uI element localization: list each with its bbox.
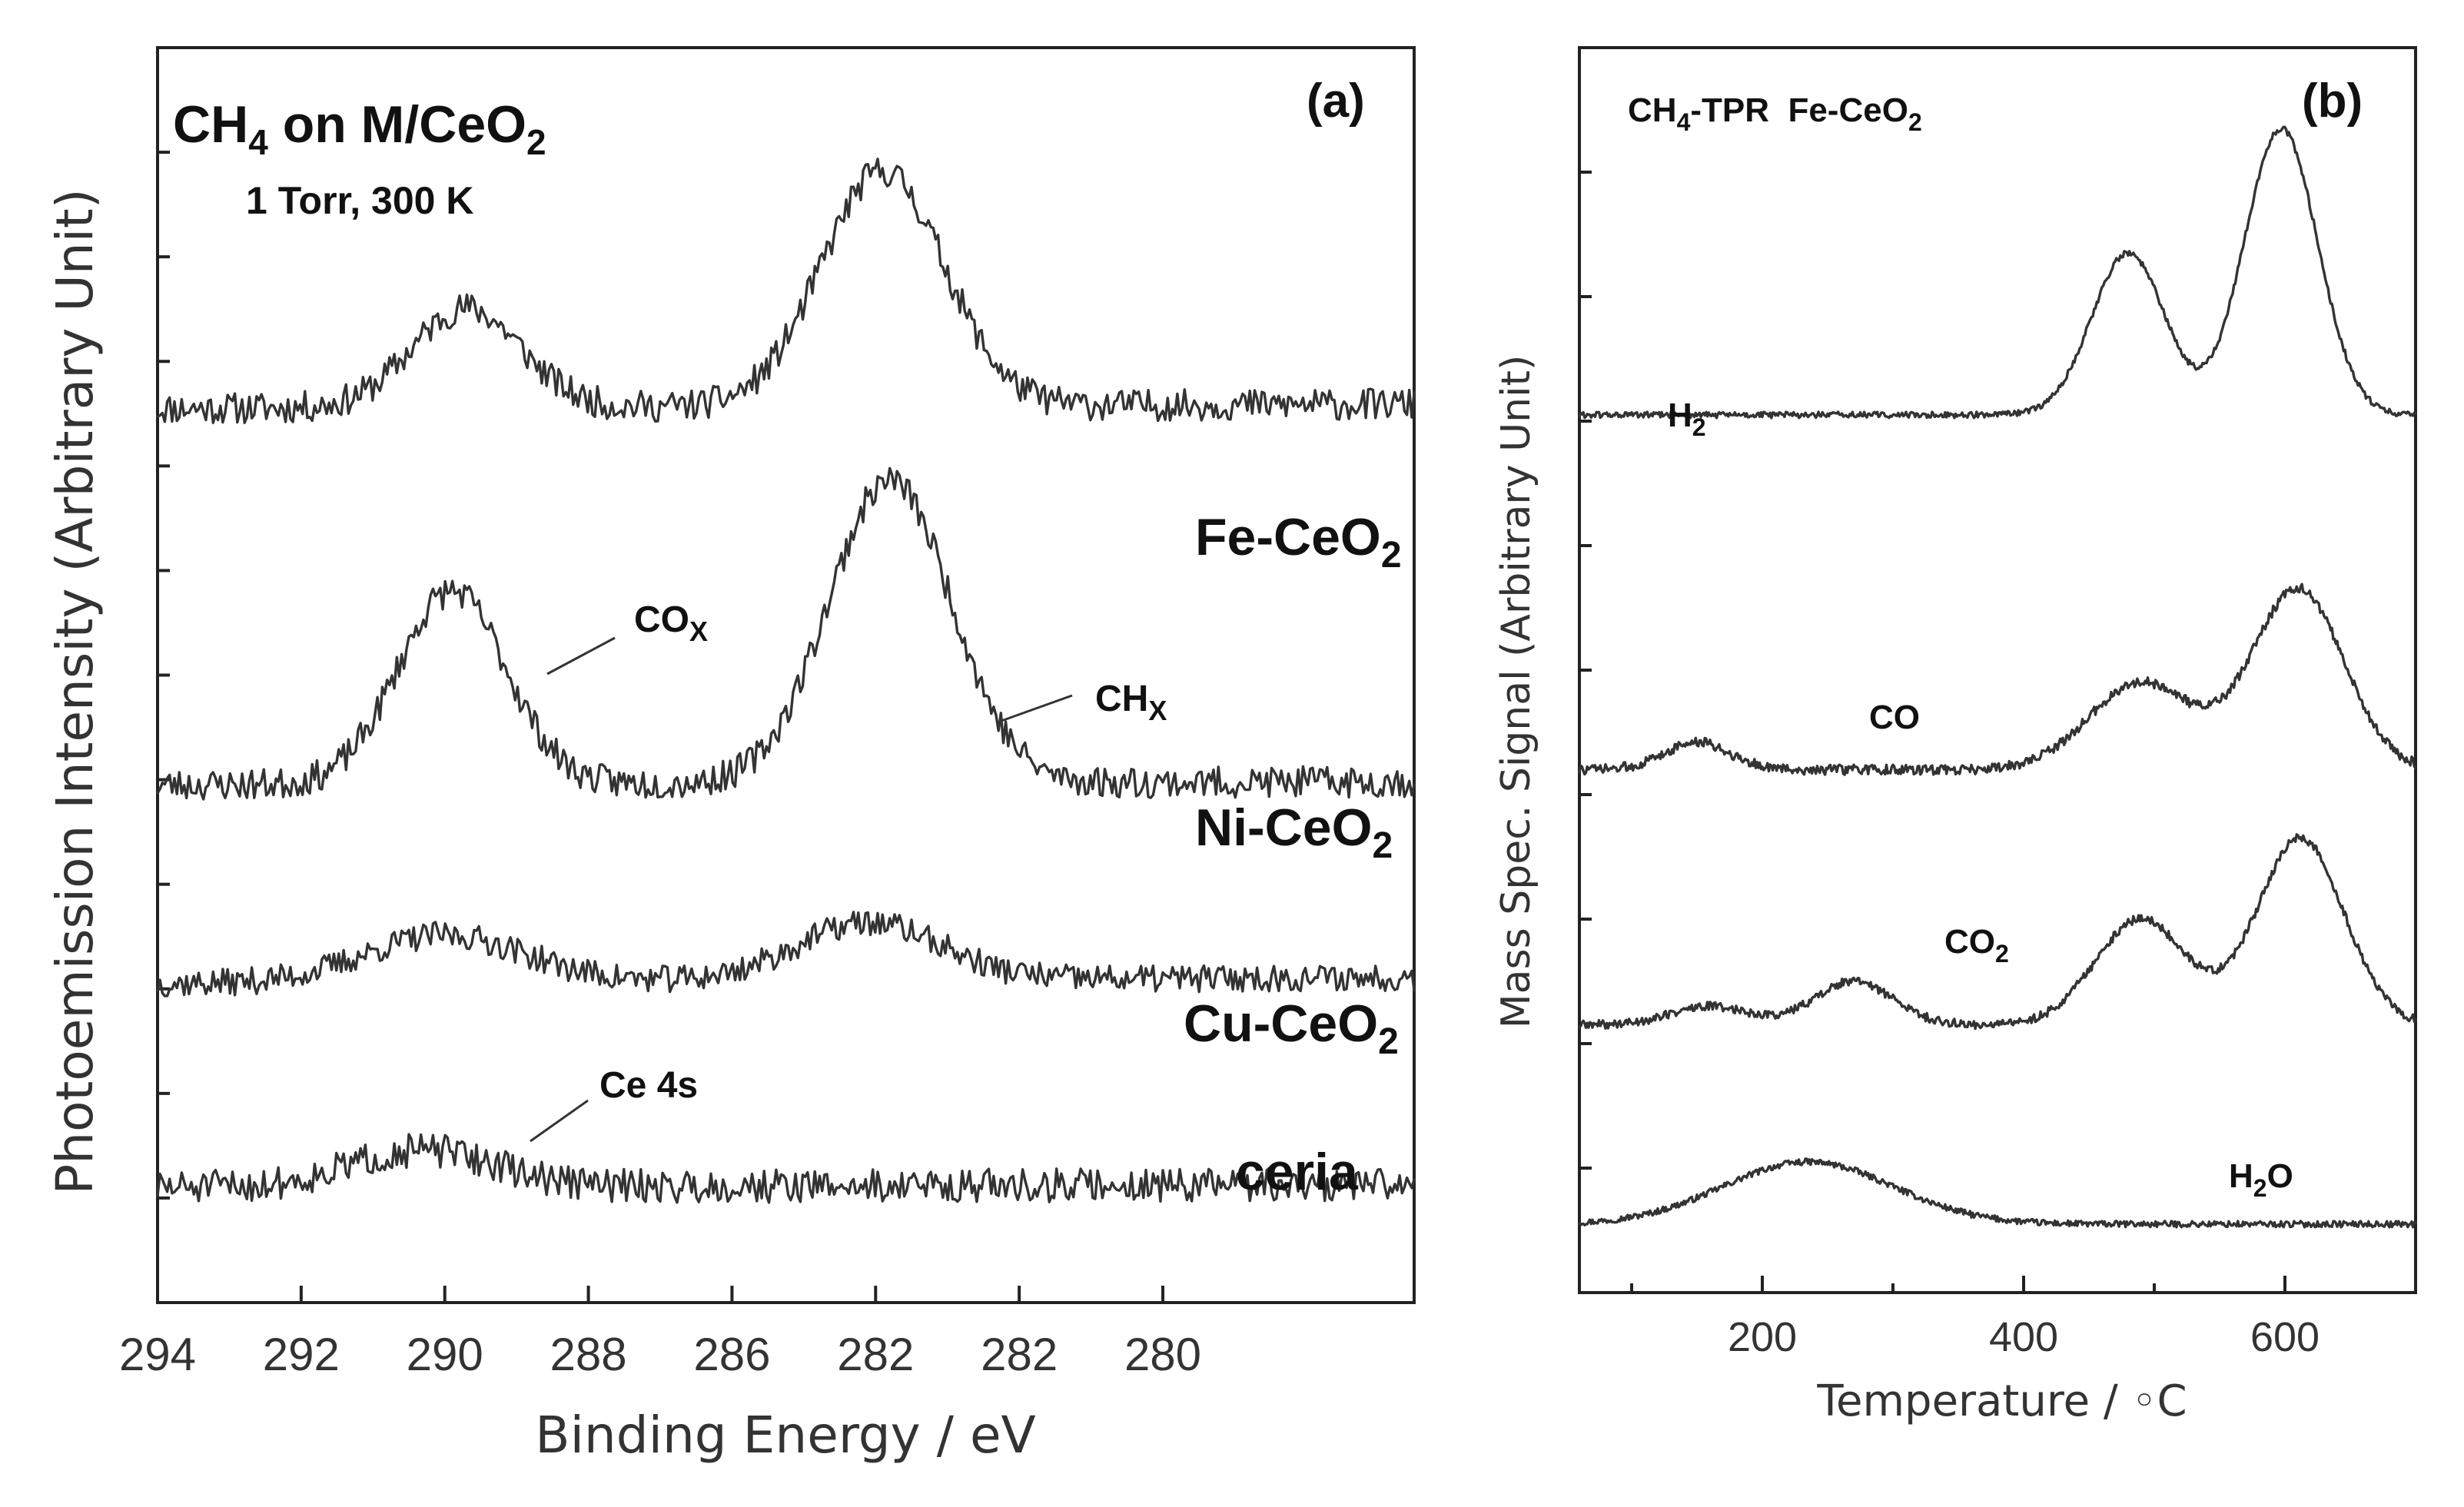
annotation-chx-leader: [1001, 694, 1073, 722]
panel-a-plot-frame: [156, 46, 1416, 1304]
annotation-ce4s-leader: [530, 1099, 589, 1143]
series-label-h2: H2: [1668, 397, 1706, 441]
series-label-h2o: H2O: [2229, 1157, 2293, 1202]
trace-ni-ceo2: [156, 466, 1416, 801]
trace-h2o: [1578, 1157, 2417, 1229]
panel-a-x-axis-title: Binding Energy / eV: [535, 1406, 1035, 1465]
annotation-cox-leader: [546, 636, 616, 675]
panel-a-panel-label: (a): [1307, 75, 1365, 128]
panel-a-traces: [156, 158, 1416, 1204]
trace-fe-ceo2: [156, 158, 1416, 424]
panel-a-x-ticks: 294 292 290 288 286 282 282 280: [119, 1286, 1201, 1380]
panel-b-x-axis-title: Temperature / ◦C: [1816, 1376, 2187, 1426]
panel-b-plot-frame: [1578, 46, 2417, 1294]
panel-a-x-tick-label: 294: [119, 1329, 196, 1380]
panel-b-panel-label: (b): [2302, 75, 2363, 128]
series-label-ni-ceo2: Ni-CeO2: [1195, 798, 1393, 866]
panel-a-x-tick-label: 280: [1124, 1329, 1201, 1380]
panel-a-x-tick-label: 290: [407, 1329, 483, 1380]
series-label-ceria: ceria: [1236, 1143, 1359, 1201]
trace-cu-ceo2: [156, 911, 1416, 997]
panel-a-x-tick-label: 282: [837, 1329, 914, 1380]
panel-a-x-tick-label: 282: [981, 1329, 1058, 1380]
panel-a-title: CH4 on M/CeO2: [173, 95, 546, 162]
series-label-co2: CO2: [1944, 923, 2009, 968]
panel-a-x-tick-label: 292: [263, 1329, 340, 1380]
panel-b-y-axis-title: Mass Spec. Signal (Arbitrary Unit): [1493, 355, 1539, 1029]
trace-h2: [1578, 125, 2417, 420]
panel-b-x-tick-label: 400: [1989, 1314, 2058, 1360]
panel-b-x-ticks: 200 400 600: [1630, 1276, 2417, 1360]
panel-a-x-tick-label: 286: [693, 1329, 770, 1380]
annotation-cox: COX: [634, 599, 708, 647]
trace-ceria: [156, 1133, 1416, 1204]
panel-b-y-ticks: [1579, 171, 1592, 1170]
trace-co: [1578, 583, 2417, 776]
series-label-cu-ceo2: Cu-CeO2: [1184, 994, 1399, 1062]
panel-b-traces: [1578, 125, 2417, 1229]
annotation-chx: CHX: [1095, 679, 1167, 726]
trace-co2: [1578, 833, 2417, 1031]
panel-b-tpr-chart: 200 400 600 CH4-TPR Fe-CeO2 (b) H2 CO CO2 …: [1493, 46, 2417, 1426]
panel-a-x-tick-label: 288: [550, 1329, 627, 1380]
annotation-ce4s: Ce 4s: [599, 1065, 698, 1106]
panel-a-xps-chart: 294 292 290 288 286 282 282 280 CH4 on M/CeO2 1…: [45, 46, 1416, 1465]
panel-b-x-tick-label: 200: [1728, 1314, 1797, 1360]
panel-b-title: CH4-TPR Fe-CeO2: [1628, 91, 1922, 136]
panel-a-subtitle: 1 Torr, 300 K: [246, 179, 473, 222]
panel-a-y-ticks: [158, 151, 170, 1200]
panel-b-x-tick-label: 600: [2250, 1314, 2320, 1360]
series-label-co: CO: [1869, 699, 1920, 736]
series-label-fe-ceo2: Fe-CeO2: [1195, 508, 1402, 576]
panel-a-y-axis-title: Photoemission Intensity (Arbitrary Unit): [45, 188, 105, 1194]
